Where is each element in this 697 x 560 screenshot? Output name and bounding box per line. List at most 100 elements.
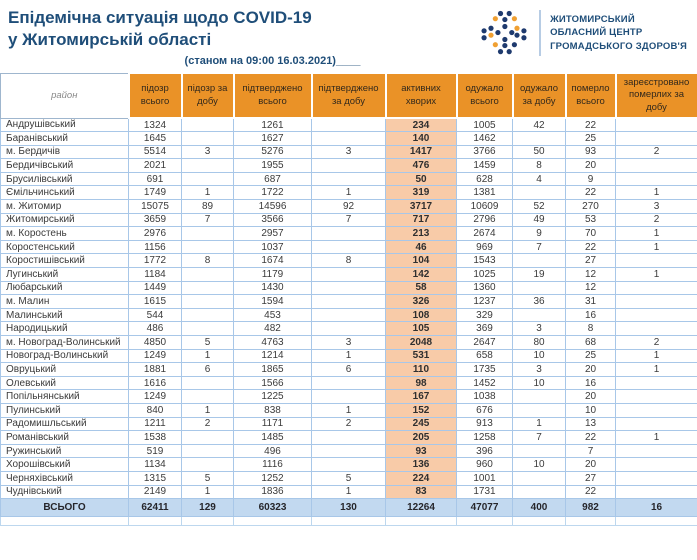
value-cell: 838 — [233, 402, 312, 418]
value-cell: 22 — [565, 117, 616, 133]
table-row: Баранівський 1645 1627 140 1462 25 — [0, 131, 697, 146]
empty-cell — [615, 516, 697, 527]
value-cell: 3 — [615, 199, 697, 214]
value-cell: 1 — [512, 416, 566, 432]
value-cell — [615, 171, 697, 187]
value-cell: 8 — [181, 253, 234, 269]
value-cell: 1749 — [128, 185, 182, 201]
value-cell — [512, 470, 566, 486]
value-cell: 969 — [456, 239, 513, 255]
value-cell: 1025 — [456, 267, 513, 282]
value-cell: 1315 — [128, 470, 182, 486]
value-cell: 68 — [565, 335, 616, 350]
value-cell: 1261 — [233, 117, 312, 133]
value-cell: 1211 — [128, 416, 182, 432]
value-cell — [512, 131, 566, 146]
value-cell: 3566 — [233, 212, 312, 228]
value-cell: 270 — [565, 199, 616, 214]
value-cell: 1566 — [233, 375, 312, 391]
value-cell: 1324 — [128, 117, 182, 133]
value-cell: 1214 — [233, 348, 312, 364]
value-cell: 1543 — [456, 253, 513, 269]
value-cell — [311, 294, 386, 309]
value-cell: 1735 — [456, 362, 513, 377]
value-cell: 22 — [565, 185, 616, 201]
value-cell: 1449 — [128, 280, 182, 296]
value-cell: 676 — [456, 402, 513, 418]
value-cell: 453 — [233, 307, 312, 323]
value-cell: 36 — [512, 294, 566, 309]
active-cases-cell: 152 — [385, 402, 457, 418]
value-cell — [311, 280, 386, 296]
value-cell — [615, 484, 697, 500]
total-value: 16 — [615, 498, 697, 518]
value-cell: 22 — [565, 430, 616, 445]
value-cell: 5 — [181, 335, 234, 350]
value-cell: 1 — [615, 226, 697, 241]
value-cell: 52 — [512, 199, 566, 214]
value-cell — [615, 294, 697, 309]
value-cell — [615, 375, 697, 391]
value-cell: 913 — [456, 416, 513, 432]
value-cell — [512, 280, 566, 296]
value-cell — [181, 294, 234, 309]
value-cell — [512, 443, 566, 459]
org-name-line1: ЖИТОМИРСЬКИЙ — [550, 14, 635, 26]
value-cell: 10609 — [456, 199, 513, 214]
column-header: одужало всього — [455, 72, 514, 119]
value-cell: 27 — [565, 470, 616, 486]
value-cell: 3 — [512, 321, 566, 336]
active-cases-cell: 58 — [385, 280, 457, 296]
value-cell: 2796 — [456, 212, 513, 228]
empty-row — [0, 516, 697, 527]
logo-dots-icon — [481, 10, 527, 55]
empty-cell — [233, 516, 312, 527]
value-cell — [615, 389, 697, 404]
district-name: Баранівський — [0, 131, 129, 146]
active-cases-cell: 213 — [385, 226, 457, 241]
district-name: Овруцький — [0, 362, 129, 377]
column-header: зареєстровано померлих за добу — [614, 72, 697, 119]
value-cell — [181, 131, 234, 146]
value-cell: 1594 — [233, 294, 312, 309]
district-name: Коростенський — [0, 239, 129, 255]
value-cell: 3 — [311, 144, 386, 160]
value-cell — [615, 457, 697, 472]
value-cell: 6 — [181, 362, 234, 377]
value-cell — [615, 253, 697, 269]
table-row: Коростишівський 1772 8 1674 8 104 1543 27 — [0, 253, 697, 269]
total-row: ВСЬОГО 62411 129 60323 130 12264 47077 400 982 16 — [0, 498, 697, 518]
value-cell: 12 — [565, 280, 616, 296]
value-cell — [181, 443, 234, 459]
value-cell: 7 — [512, 239, 566, 255]
empty-cell — [456, 516, 513, 527]
value-cell — [181, 321, 234, 336]
district-name: Новоград-Волинський — [0, 348, 129, 364]
value-cell: 5276 — [233, 144, 312, 160]
value-cell — [181, 280, 234, 296]
value-cell: 19 — [512, 267, 566, 282]
table-row: Новоград-Волинський 1249 1 1214 1 531 658 10 25 1 — [0, 348, 697, 364]
value-cell: 329 — [456, 307, 513, 323]
active-cases-cell: 234 — [385, 117, 457, 133]
value-cell: 7 — [565, 443, 616, 459]
table-row: Олевський 1616 1566 98 1452 10 16 — [0, 375, 697, 391]
value-cell: 687 — [233, 171, 312, 187]
value-cell — [615, 117, 697, 133]
value-cell — [615, 131, 697, 146]
value-cell: 4 — [512, 171, 566, 187]
value-cell: 2957 — [233, 226, 312, 241]
value-cell: 1452 — [456, 375, 513, 391]
district-name: Народицький — [0, 321, 129, 336]
value-cell — [311, 131, 386, 146]
value-cell: 25 — [565, 131, 616, 146]
value-cell: 1001 — [456, 470, 513, 486]
district-name: Хорошівський — [0, 457, 129, 472]
district-name: Лугинський — [0, 267, 129, 282]
district-name: Чуднівський — [0, 484, 129, 500]
value-cell — [512, 307, 566, 323]
value-cell: 2 — [181, 416, 234, 432]
table-body: Андрушівський 1324 1261 234 1005 42 22 Баранівс… — [0, 117, 697, 500]
active-cases-cell: 105 — [385, 321, 457, 336]
value-cell — [181, 239, 234, 255]
